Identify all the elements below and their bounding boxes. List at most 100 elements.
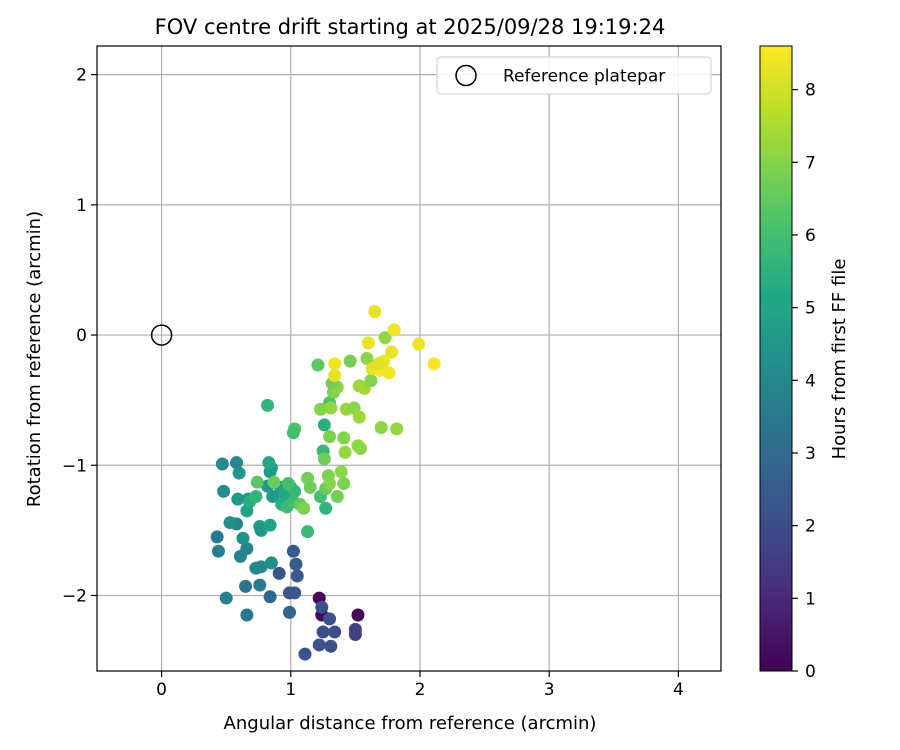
y-tick-label: 2 (76, 66, 87, 86)
data-point (317, 452, 331, 466)
data-point (338, 445, 352, 459)
chart-title: FOV centre drift starting at 2025/09/28 … (155, 15, 666, 39)
data-point (412, 337, 426, 351)
data-point (390, 422, 404, 436)
data-point (360, 352, 374, 365)
data-point (264, 556, 278, 570)
data-point (289, 557, 303, 571)
colorbar-tick-label: 6 (805, 226, 816, 246)
data-point (263, 590, 277, 604)
data-point (282, 605, 296, 619)
data-point (239, 579, 253, 593)
data-point (314, 402, 328, 416)
colorbar-tick-label: 4 (805, 371, 816, 391)
data-point (290, 569, 304, 583)
data-point (267, 475, 281, 489)
data-point (250, 475, 264, 489)
data-point (230, 456, 244, 470)
data-point (387, 323, 401, 337)
colorbar: 0 1 2 3 4 5 6 7 8 Hours from first FF file (759, 45, 850, 682)
data-point (266, 490, 280, 504)
data-point (364, 374, 378, 388)
data-point (319, 501, 333, 515)
data-point (288, 586, 302, 600)
data-point (324, 401, 338, 415)
data-point (240, 608, 254, 622)
colorbar-gradient (759, 45, 793, 672)
data-point (240, 542, 254, 556)
colorbar-tick-label: 5 (805, 299, 816, 319)
data-point (249, 490, 263, 504)
colorbar-tick-label: 3 (805, 444, 816, 464)
scatter-points (210, 305, 441, 661)
data-point (378, 331, 392, 345)
data-point (330, 490, 344, 504)
data-point (343, 354, 357, 368)
data-point (427, 357, 441, 371)
data-point (262, 456, 276, 470)
data-point (253, 578, 267, 592)
data-point (303, 480, 317, 494)
colorbar-ticks: 0 1 2 3 4 5 6 7 8 (792, 81, 816, 682)
plot-area: 0 1 2 3 4 −2 −1 0 1 2 (62, 45, 722, 700)
data-point (334, 465, 348, 479)
colorbar-tick-label: 1 (805, 589, 816, 609)
data-point (297, 501, 311, 515)
colorbar-label: Hours from first FF file (829, 259, 850, 460)
colorbar-tick-label: 2 (805, 517, 816, 537)
legend-marker-icon (455, 64, 477, 87)
data-point (231, 492, 245, 506)
y-tick-label: −2 (62, 586, 87, 606)
data-point (337, 477, 351, 490)
data-point (315, 600, 329, 614)
colorbar-tick-label: 0 (805, 662, 816, 682)
y-tick-label: 1 (76, 196, 87, 216)
data-point (382, 366, 396, 380)
data-point (236, 531, 250, 545)
data-point (348, 628, 362, 642)
data-point (232, 466, 246, 480)
data-point (217, 484, 231, 498)
data-point (286, 426, 300, 440)
x-tick-label: 1 (285, 680, 296, 700)
data-point (328, 368, 342, 382)
data-point (223, 516, 237, 530)
data-point (210, 530, 224, 544)
plot-frame (96, 45, 722, 672)
data-point (337, 431, 351, 445)
data-point (368, 305, 382, 319)
x-tick-label: 4 (673, 680, 684, 700)
legend-box (436, 56, 712, 95)
reference-platepar-marker (150, 324, 173, 346)
x-tick-label: 3 (544, 680, 555, 700)
x-tick-label: 0 (156, 680, 167, 700)
y-tick-label: 0 (76, 326, 87, 346)
data-point (211, 544, 225, 558)
data-point (263, 518, 277, 532)
legend-label: Reference platepar (503, 67, 665, 87)
data-point (323, 612, 337, 626)
colorbar-tick-label: 8 (805, 81, 816, 101)
data-point (286, 544, 300, 558)
x-axis-label: Angular distance from reference (arcmin) (224, 713, 597, 734)
reference-layer (150, 324, 173, 346)
data-point (298, 647, 312, 661)
data-point (328, 625, 342, 639)
data-point (317, 418, 331, 432)
data-point (219, 591, 233, 605)
y-tick-label: −1 (62, 456, 87, 476)
data-point (361, 336, 375, 350)
data-point (301, 525, 315, 539)
data-point (374, 421, 388, 435)
data-point (351, 608, 365, 622)
data-point (372, 357, 386, 371)
data-point (385, 345, 399, 359)
data-point (281, 477, 295, 490)
y-axis-label: Rotation from reference (arcmin) (24, 211, 45, 507)
axis-ticks: 0 1 2 3 4 −2 −1 0 1 2 (62, 66, 684, 700)
data-point (323, 430, 337, 444)
data-point (323, 477, 337, 490)
data-point (354, 441, 368, 455)
x-tick-label: 2 (415, 680, 426, 700)
